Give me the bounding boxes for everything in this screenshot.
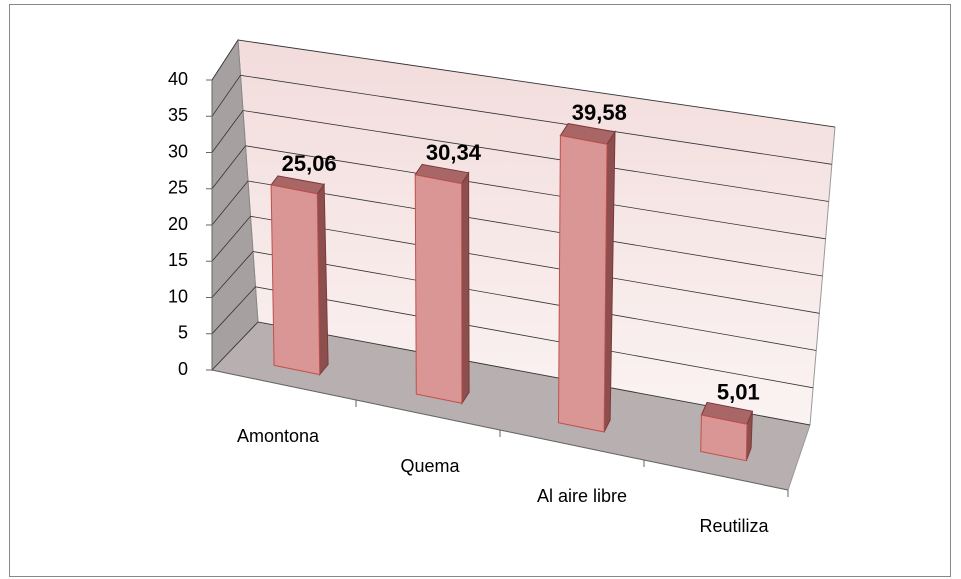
grid-line <box>211 251 817 351</box>
grid-line <box>211 321 811 426</box>
grid-line <box>211 39 836 128</box>
y-tick-label: 35 <box>168 105 188 125</box>
y-tick-label: 30 <box>168 141 188 161</box>
grid-line <box>211 286 814 389</box>
bar-side <box>461 171 470 405</box>
value-label: 25,06 <box>282 151 337 176</box>
bar <box>557 134 608 433</box>
x-tick-label: Amontona <box>237 426 320 446</box>
bar <box>414 174 463 404</box>
y-tick-label: 10 <box>168 286 188 306</box>
grid-line <box>211 215 820 314</box>
bar <box>270 184 321 376</box>
grid-line <box>211 110 829 202</box>
grid-line <box>211 74 832 165</box>
grid-line <box>211 145 826 240</box>
x-tick-label: Al aire libre <box>537 486 627 506</box>
value-label: 39,58 <box>572 100 627 125</box>
x-tick-label: Reutiliza <box>699 516 769 536</box>
y-tick-label: 5 <box>178 323 188 343</box>
grid-line <box>211 180 823 277</box>
bar <box>700 414 748 462</box>
y-tick-label: 25 <box>168 178 188 198</box>
y-tick-label: 40 <box>168 69 188 89</box>
y-tick-label: 15 <box>168 250 188 270</box>
value-label: 5,01 <box>717 379 760 404</box>
value-label: 30,34 <box>426 140 482 165</box>
x-tick-label: Quema <box>400 456 460 476</box>
y-tick-label: 0 <box>178 359 188 379</box>
y-tick-label: 20 <box>168 214 188 234</box>
